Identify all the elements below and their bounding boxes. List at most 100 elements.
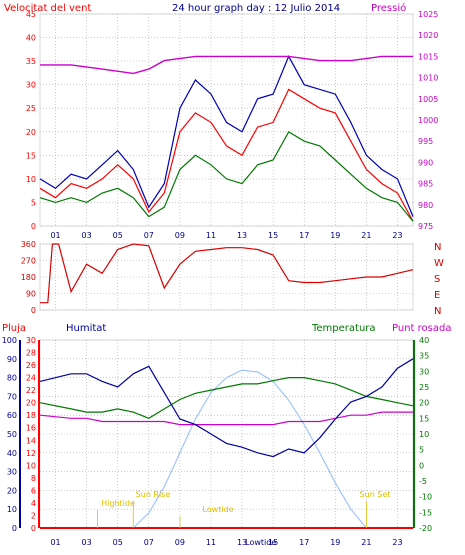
pressure-series-line — [40, 55, 413, 75]
humidity-tick-label: 50 — [7, 430, 17, 439]
time-tick-label: 03 — [82, 231, 92, 240]
compass-label: N — [434, 306, 441, 317]
compass-label: E — [434, 290, 440, 301]
temp-tick-label: 15 — [419, 414, 429, 423]
rain-tick-label: 28 — [26, 349, 36, 358]
annotation-label: Sun Rise — [136, 490, 171, 499]
time-tick-label: 03 — [82, 538, 92, 547]
panel1-y-ticks-left: 0 5 10 15 20 25 30 35 40 45 — [26, 10, 36, 231]
compass-label: S — [434, 274, 440, 285]
panel1-x-ticks: 01 03 05 07 09 11 13 15 17 19 21 23 — [50, 231, 402, 240]
annotation-label: Sun Set — [360, 490, 391, 499]
wind-tick-label: 40 — [26, 34, 36, 43]
rain-tick-label: 18 — [26, 411, 36, 420]
wind-tick-label: 20 — [26, 128, 36, 137]
panel3-y-ticks-humidity: 0 10 20 30 40 50 60 70 80 90 100 — [2, 336, 17, 533]
direction-tick-label: 180 — [21, 273, 36, 282]
panel1-y-ticks-right: 975 980 985 990 995 1000 1005 1010 1015 1020 1025 — [418, 10, 438, 231]
time-tick-label: 17 — [299, 538, 309, 547]
annotation-label: Hightide — [101, 499, 135, 508]
humidity-tick-label: 60 — [7, 411, 17, 420]
pressure-tick-label: 990 — [418, 158, 433, 167]
wind-tick-label: 5 — [31, 198, 36, 207]
temp-tick-label: -15 — [419, 508, 432, 517]
time-tick-label: 09 — [175, 538, 185, 547]
temp-tick-label: -20 — [419, 524, 432, 533]
pressure-tick-label: 980 — [418, 201, 433, 210]
humidity-tick-label: 40 — [7, 449, 17, 458]
time-tick-label: 11 — [206, 231, 216, 240]
time-tick-label: 15 — [268, 231, 278, 240]
panel1-grid — [40, 13, 413, 227]
panel3-grid — [40, 339, 413, 529]
temp-series-line — [39, 130, 414, 222]
wind-tick-label: 45 — [26, 10, 36, 19]
temp-tick-label: 5 — [419, 446, 424, 455]
time-tick-label: 07 — [144, 231, 154, 240]
panel3-y-ticks-temp: -20 -15 -10 -5 0 5 10 15 20 25 30 35 40 — [419, 336, 432, 533]
wind-series-line — [39, 88, 414, 222]
rain-axis-label: Pluja — [2, 323, 26, 334]
temp-tick-label: 10 — [419, 430, 429, 439]
time-tick-label: 13 — [237, 538, 247, 547]
rain-tick-label: 2 — [31, 511, 36, 520]
dewpoint-axis-label: Punt rosada — [392, 323, 451, 334]
time-tick-label: 23 — [392, 538, 402, 547]
humidity-tick-label: 30 — [7, 468, 17, 477]
gust-series-line — [39, 55, 414, 217]
wind-tick-label: 30 — [26, 81, 36, 90]
chart-title: 24 hour graph day : 12 Julio 2014 — [172, 3, 340, 14]
direction-tick-label: 0 — [31, 306, 36, 315]
temp-tick-label: -10 — [419, 493, 432, 502]
time-tick-label: Lowtide — [245, 538, 276, 547]
temp-tick-label: 35 — [419, 352, 429, 361]
humidity-tick-label: 90 — [7, 355, 17, 364]
rain-tick-label: 0 — [31, 524, 36, 533]
panel1-frame — [39, 13, 414, 227]
panel1-series — [39, 55, 414, 222]
direction-tick-label: 360 — [21, 240, 36, 249]
humidity-axis-label: Humitat — [66, 323, 106, 334]
compass-label: W — [434, 258, 444, 269]
rain-tick-label: 8 — [31, 474, 36, 483]
rain-tick-label: 10 — [26, 461, 36, 470]
time-tick-label: 13 — [237, 231, 247, 240]
time-tick-label: 19 — [330, 538, 340, 547]
compass-label: N — [434, 242, 441, 253]
time-tick-label: 11 — [206, 538, 216, 547]
rain-tick-label: 26 — [26, 361, 36, 370]
rain-tick-label: 24 — [26, 374, 36, 383]
temp-series-line — [39, 377, 414, 419]
time-tick-label: 01 — [50, 231, 60, 240]
humidity-tick-label: 20 — [7, 486, 17, 495]
wind-tick-label: 35 — [26, 57, 36, 66]
panel2-series — [40, 243, 414, 304]
humidity-tick-label: 0 — [12, 524, 17, 533]
wind-tick-label: 25 — [26, 104, 36, 113]
rain-tick-label: 14 — [26, 436, 36, 445]
wind-tick-label: 15 — [26, 151, 36, 160]
rain-tick-label: 16 — [26, 424, 36, 433]
pressure-tick-label: 1010 — [418, 74, 438, 83]
pressure-tick-label: 1025 — [418, 10, 438, 19]
direction-tick-label: 90 — [26, 290, 36, 299]
dew-series-line — [39, 411, 413, 426]
pressure-tick-label: 975 — [418, 222, 433, 231]
temperature-axis-label: Temperatura — [311, 323, 376, 334]
time-tick-label: 01 — [50, 538, 60, 547]
rain-tick-label: 6 — [31, 486, 36, 495]
humidity-series-line — [39, 358, 414, 458]
humidity-tick-label: 10 — [7, 505, 17, 514]
wind-tick-label: 10 — [26, 175, 36, 184]
time-tick-label: 07 — [144, 538, 154, 547]
wind-tick-label: 0 — [31, 222, 36, 231]
time-tick-label: 19 — [330, 231, 340, 240]
wind-axis-label: Velocitat del vent — [4, 3, 91, 14]
wind-direction-line — [40, 243, 414, 304]
rain-tick-label: 30 — [26, 336, 36, 345]
pressure-tick-label: 1000 — [418, 116, 438, 125]
temp-tick-label: 20 — [419, 399, 429, 408]
